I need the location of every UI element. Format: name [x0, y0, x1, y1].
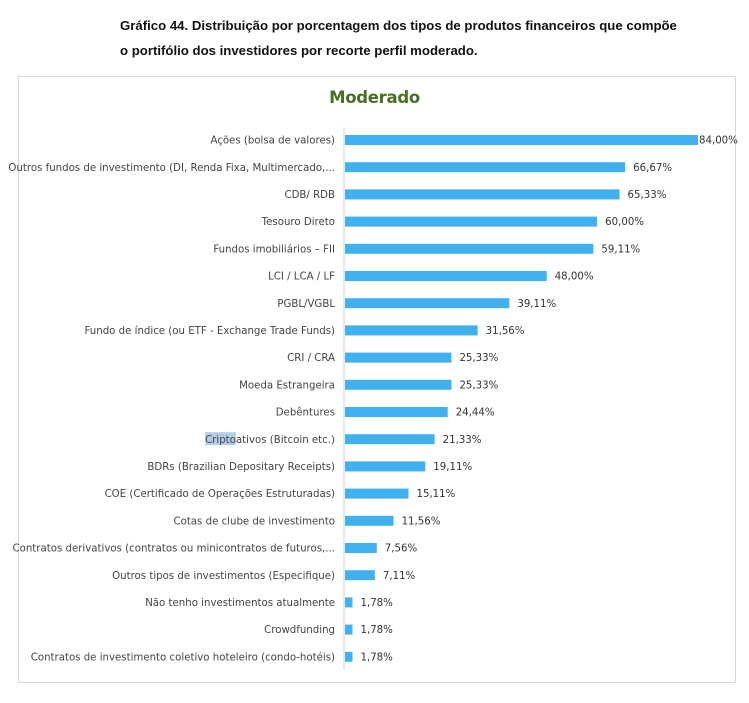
- bar: [345, 461, 426, 472]
- category-label: LCI / LCA / LF: [268, 272, 335, 283]
- figure-caption-line-2: o portifólio dos investidores por recort…: [120, 43, 478, 58]
- value-label: 48,00%: [555, 272, 594, 283]
- bar: [345, 243, 594, 254]
- category-label: Crowdfunding: [264, 625, 335, 636]
- value-label: 11,56%: [402, 516, 441, 527]
- value-label: 31,56%: [486, 326, 525, 337]
- category-label: Outros tipos de investimentos (Especifiq…: [112, 571, 335, 582]
- category-label: Moeda Estrangeira: [239, 380, 335, 391]
- value-label: 39,11%: [517, 299, 556, 310]
- figure-caption: Gráfico 44. Distribuição por porcentagem…: [120, 13, 720, 63]
- value-label: 21,33%: [443, 435, 482, 446]
- value-label: 25,33%: [459, 353, 498, 364]
- bar: [345, 379, 452, 390]
- category-label: Contratos derivativos (contratos ou mini…: [12, 544, 335, 555]
- value-label: 25,33%: [459, 380, 498, 391]
- bar: [345, 651, 353, 662]
- category-label: PGBL/VGBL: [277, 299, 335, 310]
- bar: [345, 624, 353, 635]
- value-label: 15,11%: [416, 489, 455, 500]
- value-label: 1,78%: [360, 625, 393, 636]
- category-label: Criptoativos (Bitcoin etc.): [205, 435, 335, 446]
- category-label: Fundo de índice (ou ETF - Exchange Trade…: [84, 325, 335, 337]
- text-selection-highlight: [205, 432, 236, 446]
- category-label: BDRs (Brazilian Depositary Receipts): [147, 462, 335, 473]
- category-label: Outros fundos de investimento (DI, Renda…: [8, 163, 335, 174]
- category-label: CDB/ RDB: [284, 190, 335, 201]
- bar: [345, 189, 620, 200]
- bar: [345, 352, 452, 363]
- bar: [345, 216, 598, 227]
- category-label: Ações (bolsa de valores): [210, 136, 335, 147]
- value-label: 59,11%: [601, 244, 640, 255]
- bar: [345, 515, 394, 526]
- chart-frame: [18, 76, 736, 683]
- value-label: 66,67%: [633, 163, 672, 174]
- value-label: 24,44%: [456, 408, 495, 419]
- category-label: Cotas de clube de investimento: [173, 516, 335, 527]
- bar: [345, 570, 375, 581]
- bars-group: Ações (bolsa de valores) 84,00% Outros fun…: [8, 135, 738, 663]
- bar: [345, 434, 435, 445]
- bar: [345, 543, 377, 553]
- chart-title: Moderado: [329, 88, 420, 107]
- value-label: 1,78%: [360, 652, 393, 663]
- bar: [345, 162, 626, 173]
- category-label: Tesouro Direto: [261, 217, 335, 228]
- bar: [345, 325, 478, 336]
- value-label: 7,11%: [383, 571, 416, 582]
- value-label: 1,78%: [360, 598, 393, 609]
- bar: [345, 271, 547, 281]
- bar: [345, 488, 409, 499]
- bar: [345, 407, 448, 417]
- figure-caption-line-1: Gráfico 44. Distribuição por porcentagem…: [120, 18, 677, 33]
- bar: [345, 298, 510, 309]
- value-label: 7,56%: [385, 544, 418, 555]
- bar: [345, 135, 698, 145]
- category-label: Não tenho investimentos atualmente: [145, 598, 335, 609]
- category-label: Debêntures: [276, 407, 335, 419]
- value-label: 19,11%: [433, 462, 472, 473]
- value-label: 60,00%: [605, 217, 644, 228]
- category-label: COE (Certificado de Operações Estruturad…: [105, 489, 335, 500]
- bar: [345, 597, 353, 608]
- category-label: CRI / CRA: [287, 353, 335, 364]
- category-label: Fundos imobiliários – FII: [213, 243, 335, 255]
- value-label: 84,00%: [699, 136, 738, 147]
- value-label: 65,33%: [628, 190, 667, 201]
- category-label: Contratos de investimento coletivo hotel…: [31, 651, 335, 663]
